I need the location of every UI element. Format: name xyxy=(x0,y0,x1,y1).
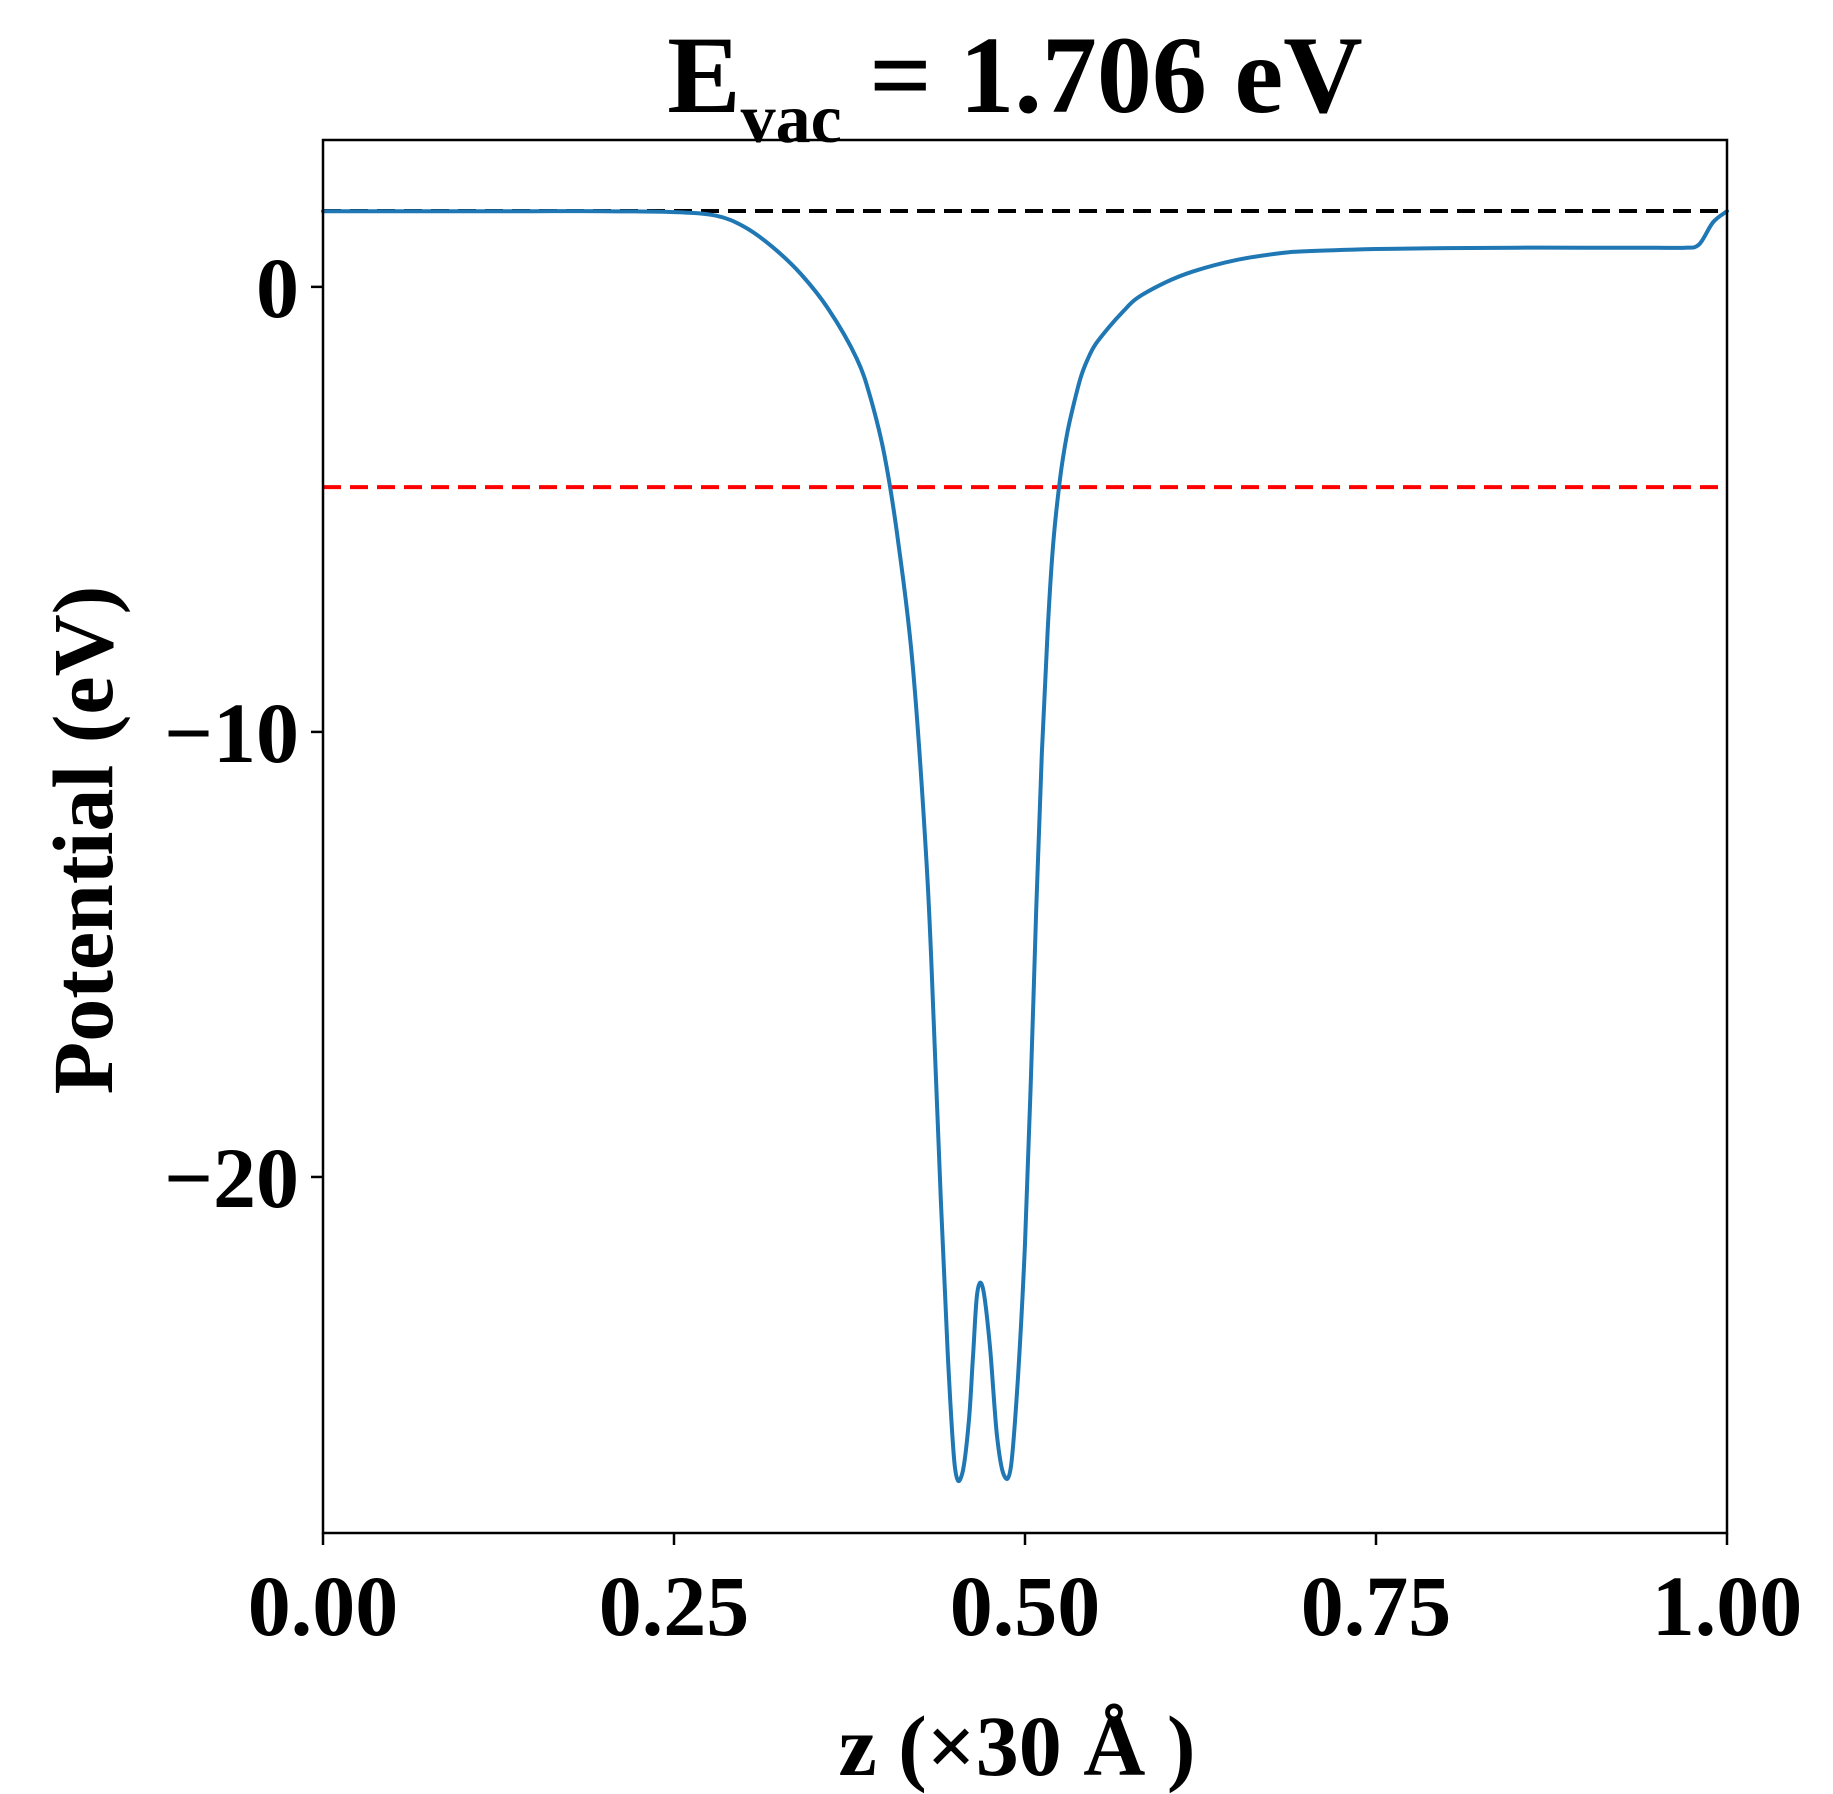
y-axis-ticks: 0 −10 −20 xyxy=(164,240,323,1226)
y-axis-label: Potential (eV) xyxy=(35,586,131,1095)
x-axis-ticks: 0.00 0.25 0.50 0.75 1.00 xyxy=(248,1533,1803,1654)
x-tick-label: 0.50 xyxy=(950,1558,1101,1654)
x-tick-label: 0.75 xyxy=(1301,1558,1452,1654)
x-axis-label: z (×30 Å ) xyxy=(838,1698,1195,1794)
y-tick-label: −10 xyxy=(164,685,299,781)
chart-title-main: E xyxy=(667,14,740,136)
x-tick-label: 1.00 xyxy=(1652,1558,1803,1654)
chart-title-rest: = 1.706 eV xyxy=(842,14,1363,136)
y-tick-label: −20 xyxy=(164,1130,299,1226)
y-tick-label: 0 xyxy=(256,240,299,336)
chart-title: Evac = 1.706 eV xyxy=(667,14,1362,158)
x-tick-label: 0.00 xyxy=(248,1558,399,1654)
axes-frame xyxy=(321,138,1729,1535)
series-line-0 xyxy=(321,209,1729,1483)
x-tick-label: 0.25 xyxy=(599,1558,750,1654)
chart-title-subscript: vac xyxy=(741,81,842,158)
series-layer xyxy=(321,209,1729,1483)
reference-lines xyxy=(323,208,1727,490)
